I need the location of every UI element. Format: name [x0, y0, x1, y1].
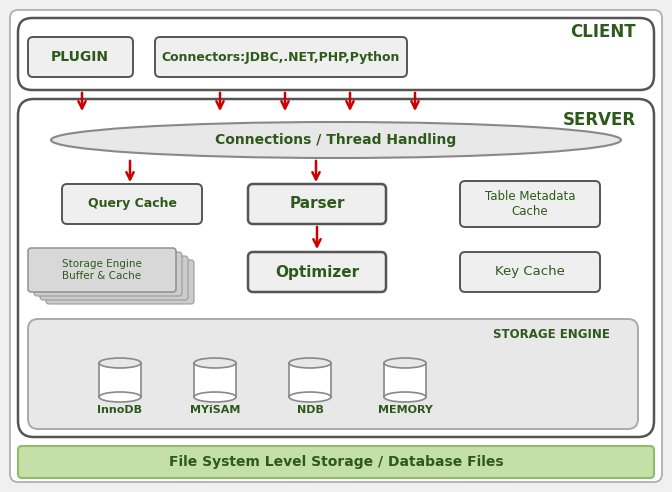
- Text: MYiSAM: MYiSAM: [190, 405, 240, 415]
- Text: STORAGE ENGINE: STORAGE ENGINE: [493, 328, 610, 340]
- Ellipse shape: [384, 392, 426, 402]
- Text: SERVER: SERVER: [563, 111, 636, 129]
- Ellipse shape: [289, 358, 331, 368]
- Text: MEMORY: MEMORY: [378, 405, 433, 415]
- Text: PLUGIN: PLUGIN: [51, 50, 109, 64]
- Text: InnoDB: InnoDB: [97, 405, 142, 415]
- Ellipse shape: [194, 392, 236, 402]
- Bar: [194, 363, 236, 397]
- Text: Connections / Thread Handling: Connections / Thread Handling: [215, 133, 457, 147]
- Ellipse shape: [51, 122, 621, 158]
- Ellipse shape: [289, 392, 331, 402]
- Bar: [384, 363, 426, 397]
- Ellipse shape: [99, 392, 141, 402]
- FancyBboxPatch shape: [460, 252, 600, 292]
- Bar: [289, 363, 331, 397]
- Ellipse shape: [194, 358, 236, 368]
- Bar: [99, 363, 141, 397]
- Text: Query Cache: Query Cache: [87, 197, 177, 211]
- Text: CLIENT: CLIENT: [571, 23, 636, 41]
- FancyBboxPatch shape: [46, 260, 194, 304]
- FancyBboxPatch shape: [155, 37, 407, 77]
- FancyBboxPatch shape: [248, 252, 386, 292]
- Text: Table Metadata
Cache: Table Metadata Cache: [485, 190, 575, 218]
- Ellipse shape: [384, 358, 426, 368]
- Text: Storage Engine
Buffer & Cache: Storage Engine Buffer & Cache: [62, 259, 142, 281]
- FancyBboxPatch shape: [28, 319, 638, 429]
- FancyBboxPatch shape: [34, 252, 182, 296]
- Text: NDB: NDB: [296, 405, 323, 415]
- FancyBboxPatch shape: [248, 184, 386, 224]
- FancyBboxPatch shape: [460, 181, 600, 227]
- Text: Optimizer: Optimizer: [275, 265, 359, 279]
- FancyBboxPatch shape: [18, 99, 654, 437]
- Text: File System Level Storage / Database Files: File System Level Storage / Database Fil…: [169, 455, 503, 469]
- FancyBboxPatch shape: [18, 446, 654, 478]
- FancyBboxPatch shape: [28, 248, 176, 292]
- Ellipse shape: [99, 358, 141, 368]
- FancyBboxPatch shape: [28, 37, 133, 77]
- Text: Connectors:JDBC,.NET,PHP,Python: Connectors:JDBC,.NET,PHP,Python: [162, 51, 401, 63]
- FancyBboxPatch shape: [10, 10, 662, 482]
- FancyBboxPatch shape: [18, 18, 654, 90]
- FancyBboxPatch shape: [62, 184, 202, 224]
- FancyBboxPatch shape: [40, 256, 188, 300]
- Text: Parser: Parser: [289, 196, 345, 212]
- Text: Key Cache: Key Cache: [495, 266, 565, 278]
